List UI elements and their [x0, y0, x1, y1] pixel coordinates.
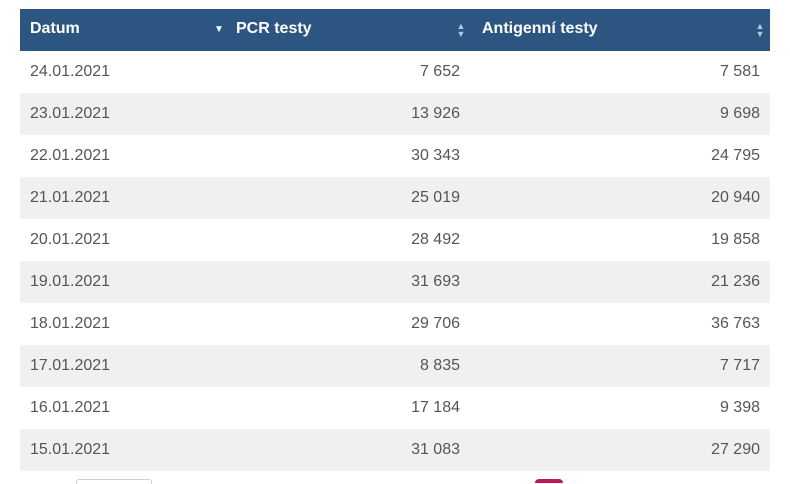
cell-date: 17.01.2021 [20, 345, 228, 387]
cell-antigen: 9 398 [471, 387, 770, 429]
cell-date: 24.01.2021 [20, 51, 228, 93]
cell-date: 20.01.2021 [20, 219, 228, 261]
pagination-active-page[interactable] [535, 479, 563, 483]
cell-pcr: 17 184 [228, 387, 471, 429]
table-row: 16.01.2021 17 184 9 398 [20, 387, 770, 429]
cell-antigen: 9 698 [471, 93, 770, 135]
cell-antigen: 21 236 [471, 261, 770, 303]
sort-desc-icon: ▼ [214, 24, 224, 35]
cell-pcr: 29 706 [228, 303, 471, 345]
table-row: 22.01.2021 30 343 24 795 [20, 135, 770, 177]
cell-date: 18.01.2021 [20, 303, 228, 345]
table-row: 15.01.2021 31 083 27 290 [20, 429, 770, 471]
table-row: 21.01.2021 25 019 20 940 [20, 177, 770, 219]
table-row: 19.01.2021 31 693 21 236 [20, 261, 770, 303]
column-header-antigen-label: Antigenní testy [482, 20, 598, 37]
column-header-date[interactable]: Datum ▼ [20, 9, 228, 51]
column-header-pcr-label: PCR testy [236, 20, 312, 37]
table-row: 23.01.2021 13 926 9 698 [20, 93, 770, 135]
cell-date: 16.01.2021 [20, 387, 228, 429]
sort-both-icon: ▲ ▼ [456, 21, 466, 39]
cell-date: 21.01.2021 [20, 177, 228, 219]
cell-pcr: 8 835 [228, 345, 471, 387]
column-header-date-label: Datum [30, 20, 80, 37]
tests-table: Datum ▼ PCR testy ▲ ▼ Antigenní testy ▲ ▼ … [20, 9, 770, 471]
cell-antigen: 36 763 [471, 303, 770, 345]
cell-pcr: 13 926 [228, 93, 471, 135]
cell-pcr: 31 083 [228, 429, 471, 471]
cell-pcr: 30 343 [228, 135, 471, 177]
table-row: 20.01.2021 28 492 19 858 [20, 219, 770, 261]
cell-antigen: 19 858 [471, 219, 770, 261]
cell-date: 15.01.2021 [20, 429, 228, 471]
cell-pcr: 31 693 [228, 261, 471, 303]
column-header-antigen[interactable]: Antigenní testy ▲ ▼ [471, 9, 770, 51]
cell-date: 22.01.2021 [20, 135, 228, 177]
page-size-select[interactable] [76, 479, 152, 484]
table-row: 18.01.2021 29 706 36 763 [20, 303, 770, 345]
cell-antigen: 7 717 [471, 345, 770, 387]
cell-antigen: 20 940 [471, 177, 770, 219]
table-row: 17.01.2021 8 835 7 717 [20, 345, 770, 387]
cell-pcr: 25 019 [228, 177, 471, 219]
cell-date: 23.01.2021 [20, 93, 228, 135]
cell-pcr: 7 652 [228, 51, 471, 93]
table-row: 24.01.2021 7 652 7 581 [20, 51, 770, 93]
table-header-row: Datum ▼ PCR testy ▲ ▼ Antigenní testy ▲ ▼ [20, 9, 770, 51]
cell-antigen: 7 581 [471, 51, 770, 93]
sort-both-icon: ▲ ▼ [755, 21, 765, 39]
column-header-pcr[interactable]: PCR testy ▲ ▼ [228, 9, 471, 51]
cell-pcr: 28 492 [228, 219, 471, 261]
data-table-container: Datum ▼ PCR testy ▲ ▼ Antigenní testy ▲ ▼ … [20, 9, 770, 471]
cell-antigen: 27 290 [471, 429, 770, 471]
cell-date: 19.01.2021 [20, 261, 228, 303]
cell-antigen: 24 795 [471, 135, 770, 177]
